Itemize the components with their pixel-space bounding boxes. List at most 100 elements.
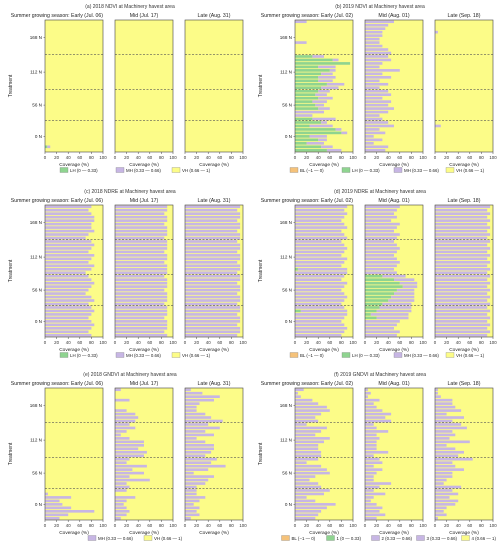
bar-mh [365, 478, 374, 482]
x-tick-label: 0 [294, 523, 297, 528]
x-tick-label: 40 [456, 155, 461, 160]
bar-mh [115, 464, 147, 468]
bar-mh [365, 121, 389, 124]
x-tick-label: 40 [206, 340, 211, 345]
bar-mh [365, 89, 389, 93]
x-axis-label: Coverage (%) [309, 530, 339, 536]
bar-mh [365, 260, 400, 264]
bar-mh [185, 489, 197, 492]
x-tick-label: 80 [339, 340, 344, 345]
bar-mh [47, 145, 51, 149]
bar-mh [435, 423, 462, 426]
bar-mh [295, 333, 342, 337]
bar-lh [295, 58, 333, 62]
x-tick-label: 100 [489, 340, 497, 345]
bar-mh [365, 27, 386, 31]
bar-mh [365, 219, 392, 222]
x-tick-label: 100 [349, 155, 357, 160]
bar-mh [185, 333, 238, 337]
bar-mh [321, 86, 339, 90]
x-axis-label: Coverage (%) [449, 162, 479, 168]
legend-label: VH (0.66 — 1) [182, 353, 211, 358]
bar-mh [295, 219, 342, 222]
bar-mh [329, 69, 336, 72]
bar-mh [435, 496, 450, 499]
x-tick-label: 0 [364, 340, 367, 345]
bar-mh [365, 100, 392, 103]
bar-mh [365, 34, 383, 37]
bar-lh [295, 117, 313, 121]
bar-mh [45, 219, 95, 222]
bar-mh [435, 247, 491, 250]
x-tick-label: 40 [316, 523, 321, 528]
legend-label: BL (−1 — 0) [292, 536, 316, 541]
bar-mh [435, 309, 491, 313]
bar-mh [435, 485, 462, 489]
bar-mh [365, 44, 383, 48]
bar-mh [45, 240, 92, 243]
y-tick-label: 56 N [282, 103, 292, 108]
bar-mh [365, 409, 383, 412]
legend-label: 3 (0.33 — 0.66) [427, 536, 458, 541]
bar-mh [295, 208, 345, 212]
x-tick-label: 60 [327, 523, 332, 528]
bar-mh [435, 506, 447, 510]
bar-mh [185, 281, 238, 285]
x-tick-label: 20 [54, 340, 59, 345]
bar-mh [394, 292, 415, 295]
bar-mh [115, 274, 165, 278]
bar-mh [435, 222, 488, 226]
legend-swatch [341, 167, 351, 173]
x-tick-label: 100 [169, 340, 177, 345]
bar-mh [115, 461, 127, 465]
bar-mh [318, 75, 336, 79]
bar-mh [295, 485, 322, 489]
bar-mh [185, 313, 238, 316]
legend-label: LH (0 — 0.33) [352, 168, 380, 173]
bar-mh [295, 264, 342, 268]
bar-mh [295, 114, 313, 117]
bar-mh [365, 131, 386, 135]
bar-mh [402, 285, 418, 288]
bar-mh [185, 205, 241, 209]
bar-lh [295, 141, 307, 145]
bar-lh [295, 121, 322, 124]
bar-mh [365, 250, 397, 254]
bar-lh [295, 72, 322, 76]
x-tick-label: 20 [194, 523, 199, 528]
y-tick-label: 168 N [280, 220, 292, 225]
stage-label: Summer growing season: Early (Jul. 06) [11, 13, 104, 19]
bar-mh [365, 222, 400, 226]
x-tick-label: 40 [206, 523, 211, 528]
bar-mh [365, 79, 380, 83]
bar-mh [435, 281, 491, 285]
bar-mh [295, 412, 322, 416]
bar-mh [365, 65, 380, 69]
bar-lh [365, 309, 377, 313]
legend-label: VH (0.66 — 1) [456, 353, 485, 358]
y-tick-label: 112 N [30, 438, 42, 443]
bar-mh [45, 267, 92, 271]
bar-mh [365, 320, 400, 323]
x-tick-label: 60 [467, 340, 472, 345]
bar-mh [115, 247, 168, 250]
bar-mh [295, 281, 348, 285]
bar-mh [435, 398, 453, 402]
bar-mh [115, 292, 168, 295]
x-tick-label: 20 [444, 155, 449, 160]
x-tick-label: 0 [364, 155, 367, 160]
y-axis-label: Treatment [258, 74, 264, 97]
plot-frame [434, 204, 494, 338]
bar-mh [295, 478, 310, 482]
bar-mh [295, 461, 307, 465]
bar-mh [45, 254, 95, 257]
x-tick-label: 20 [304, 523, 309, 528]
bar-mh [365, 450, 389, 454]
x-tick-label: 20 [124, 523, 129, 528]
bar-lh [365, 288, 397, 292]
x-tick-label: 0 [434, 155, 437, 160]
bar-mh [185, 461, 212, 465]
bar-mh [295, 243, 345, 247]
x-tick-label: 60 [397, 155, 402, 160]
x-tick-label: 80 [159, 523, 164, 528]
